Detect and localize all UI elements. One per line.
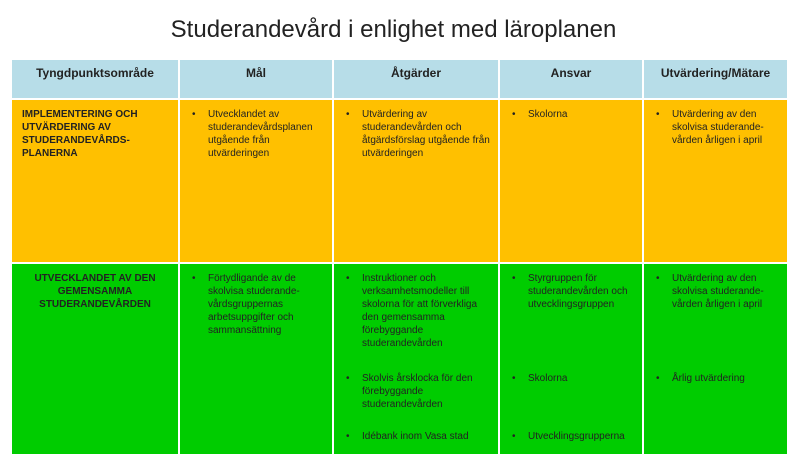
cell: Utvärdering av studerandevården och åtgä…: [334, 100, 498, 262]
area-cell: IMPLEMENTERING OCH UTVÄRDERING AV STUDER…: [12, 100, 178, 262]
bullet-item: Idébank inom Vasa stad: [346, 430, 490, 443]
cell: Skolorna: [500, 100, 642, 262]
bullet-item: Utvecklingsgrupperna: [512, 430, 634, 443]
bullet-item: Förtydligande av de skolvisa studerande-…: [192, 272, 324, 337]
cell: Utvärdering av den skolvisa studerande-v…: [644, 264, 787, 454]
header-cell: Mål: [180, 60, 332, 98]
bullet-item: Skolorna: [512, 372, 634, 385]
bullet-item: Instruktioner och verksamhetsmodeller ti…: [346, 272, 490, 350]
area-cell: UTVECKLANDET AV DEN GEMENSAMMA STUDERAND…: [12, 264, 178, 454]
header-cell: Utvärdering/Mätare: [644, 60, 787, 98]
bullet-item: Utvärdering av studerandevården och åtgä…: [346, 108, 490, 160]
bullet-item: Utvärdering av den skolvisa studerande-v…: [656, 272, 779, 311]
header-cell: Tyngdpunktsområde: [12, 60, 178, 98]
bullet-item: Årlig utvärdering: [656, 372, 779, 385]
header-cell: Ansvar: [500, 60, 642, 98]
bullet-item: Utvärdering av den skolvisa studerande-v…: [656, 108, 779, 147]
cell: Instruktioner och verksamhetsmodeller ti…: [334, 264, 498, 454]
slide-title: Studerandevård i enlighet med läroplanen: [170, 16, 617, 43]
bullet-item: Utvecklandet av studerandevårdsplanen ut…: [192, 108, 324, 160]
cell: Utvecklandet av studerandevårdsplanen ut…: [180, 100, 332, 262]
header-cell: Åtgärder: [334, 60, 498, 98]
cell: Förtydligande av de skolvisa studerande-…: [180, 264, 332, 454]
bullet-item: Skolorna: [512, 108, 634, 121]
cell: Utvärdering av den skolvisa studerande-v…: [644, 100, 787, 262]
cell: Styrgruppen för studerandevården och utv…: [500, 264, 642, 454]
bullet-item: Styrgruppen för studerandevården och utv…: [512, 272, 634, 311]
bullet-item: Skolvis årsklocka för den förebyggande s…: [346, 372, 490, 411]
